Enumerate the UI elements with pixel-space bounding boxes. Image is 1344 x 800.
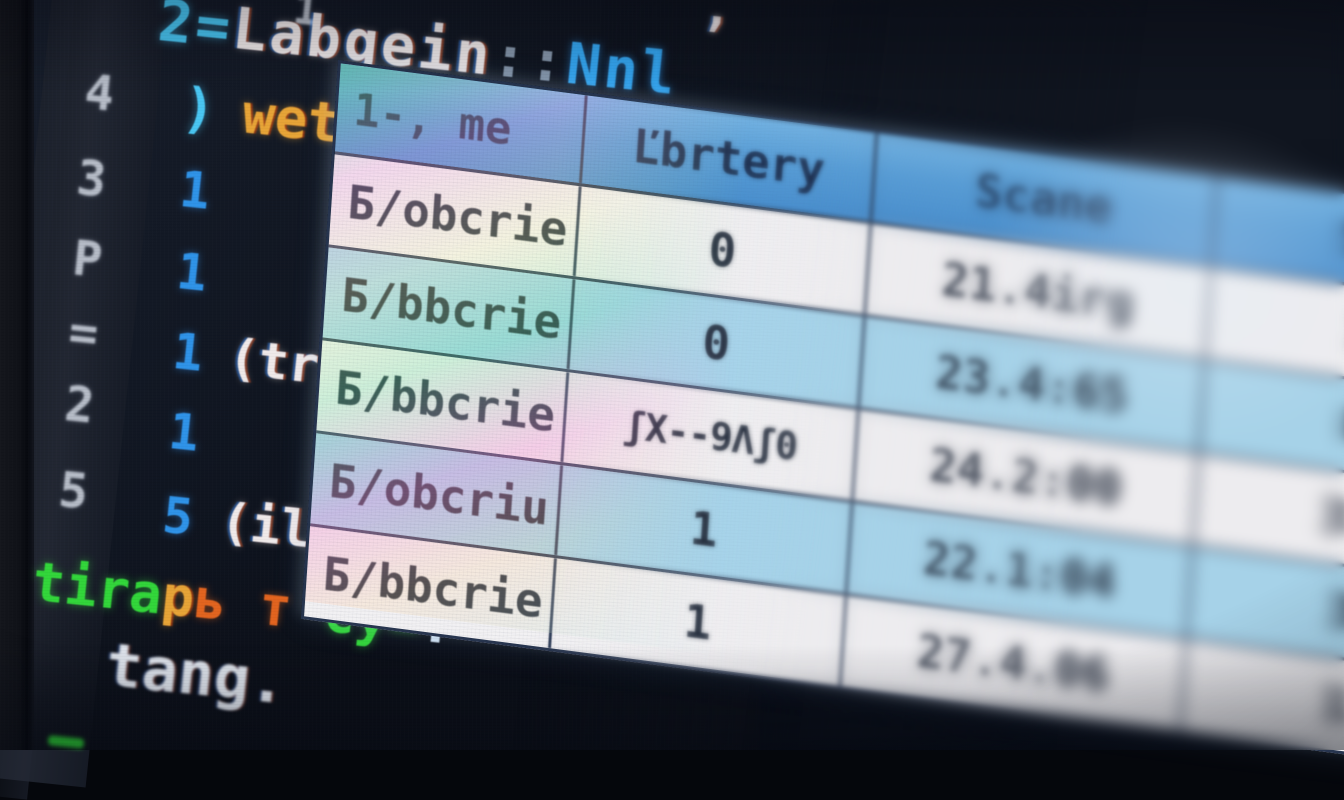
gutter-number: 3 bbox=[74, 150, 109, 209]
code-token: 1 bbox=[173, 242, 210, 303]
code-line[interactable]: 1 bbox=[166, 402, 202, 463]
line-number: 2 bbox=[62, 376, 97, 435]
line-number: 4 bbox=[82, 64, 117, 123]
code-token: 1 bbox=[165, 402, 202, 463]
code-token: (il bbox=[217, 492, 314, 560]
line-number: 5 bbox=[56, 462, 91, 521]
code-line[interactable]: 1 bbox=[174, 242, 210, 303]
code-token: 1 bbox=[169, 322, 206, 383]
line-number: 3 bbox=[74, 150, 109, 209]
code-token: ) bbox=[179, 76, 219, 143]
code-token: wet bbox=[239, 82, 344, 156]
monitor-bezel bbox=[0, 0, 34, 750]
code-line[interactable]: 1 bbox=[177, 160, 213, 221]
gutter-number: 5 bbox=[56, 462, 91, 521]
gutter-number: 4 bbox=[82, 64, 117, 123]
gutter-number: P bbox=[70, 230, 105, 289]
line-number: P bbox=[70, 230, 105, 289]
code-token: 5 bbox=[159, 486, 196, 547]
code-token: 2= bbox=[155, 0, 237, 62]
gutter-number: 2 bbox=[62, 376, 97, 435]
gutter-number: = bbox=[66, 304, 101, 363]
code-token: 1 bbox=[176, 160, 213, 221]
code-token: tira bbox=[29, 550, 166, 627]
line-number: = bbox=[66, 304, 101, 363]
